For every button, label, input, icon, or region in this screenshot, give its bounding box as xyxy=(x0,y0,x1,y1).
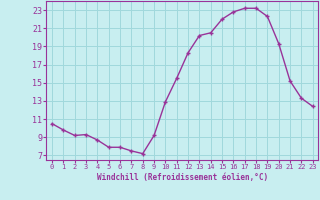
X-axis label: Windchill (Refroidissement éolien,°C): Windchill (Refroidissement éolien,°C) xyxy=(97,173,268,182)
